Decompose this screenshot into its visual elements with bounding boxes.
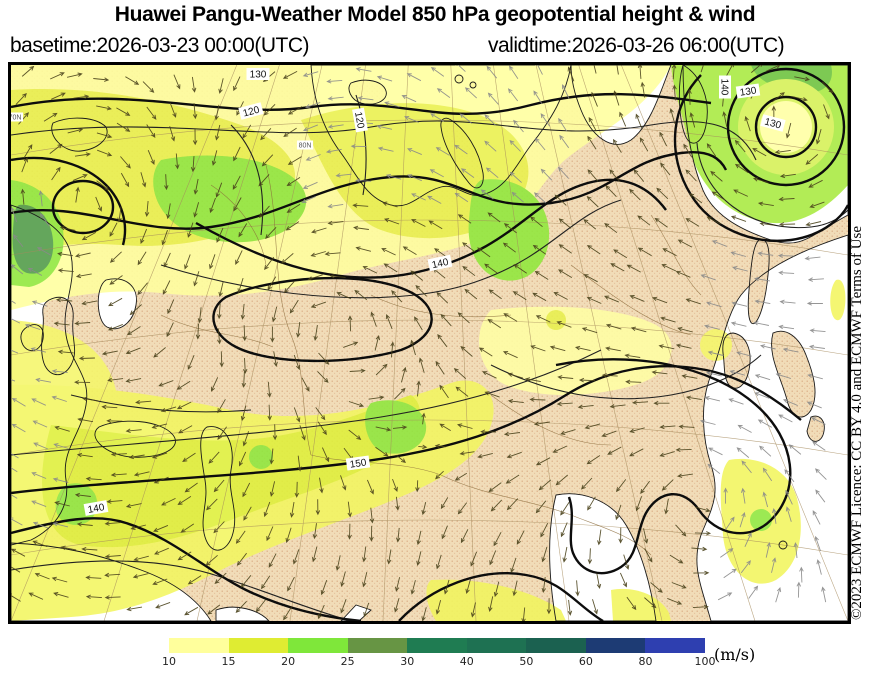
contour-label: 120 (352, 107, 368, 133)
colorbar-tick: 100 (694, 655, 716, 668)
copyright-notice: ©2023 ECMWF Licence: CC BY 4.0 and ECMWF… (849, 225, 865, 620)
contour-label-layer: 130 140 130 130 120 120 140 150 140 70N 80N (11, 68, 786, 516)
colorbar-segment (645, 638, 705, 653)
page-title: Huawei Pangu-Weather Model 850 hPa geopo… (114, 3, 756, 26)
colorbar-tick: 50 (519, 655, 534, 668)
basetime-label: basetime:2026-03-23 00:00(UTC) (10, 34, 310, 57)
colorbar-tick: 30 (400, 655, 415, 668)
svg-text:120: 120 (352, 111, 366, 130)
colorbar-segment (407, 638, 467, 653)
contour-label: 80N (296, 140, 314, 150)
colorbar-segment (347, 638, 408, 653)
graticule-lines (11, 65, 848, 621)
colorbar-segment (169, 638, 229, 653)
wind-speed-colorbar (169, 638, 705, 653)
weather-map: 130 140 130 130 120 120 140 150 140 70N 80N (8, 62, 851, 624)
svg-text:120: 120 (242, 104, 261, 119)
colorbar-segment (526, 638, 586, 653)
colorbar-segment (466, 638, 527, 653)
contour-label: 130 (735, 83, 761, 99)
colorbar-tick: 10 (162, 655, 176, 668)
svg-text:130: 130 (739, 85, 757, 98)
contour-label: 140 (427, 254, 453, 272)
colorbar-tick-labels: 10 15 20 25 30 40 50 60 80 100 (162, 655, 729, 669)
contour-lines-thin (11, 94, 848, 621)
wind-arrows (11, 65, 834, 621)
contour-label: 70N (11, 112, 24, 122)
colorbar-tick: 80 (638, 655, 653, 668)
colorbar-tick: 25 (340, 655, 355, 668)
svg-text:80N: 80N (299, 143, 312, 150)
svg-text:130: 130 (763, 117, 782, 132)
svg-text:140: 140 (431, 257, 450, 271)
svg-text:70N: 70N (11, 115, 21, 122)
contour-label: 130 (246, 68, 270, 81)
colorbar-segment (228, 638, 289, 653)
colorbar-unit-label: (m/s) (714, 645, 756, 664)
contour-label: 140 (83, 500, 109, 516)
contour-label: 150 (345, 455, 371, 471)
svg-text:140: 140 (87, 502, 106, 516)
weather-map-canvas: 130 140 130 130 120 120 140 150 140 70N 80N (11, 65, 848, 621)
contour-label: 130 (760, 114, 786, 132)
svg-text:140: 140 (718, 79, 729, 96)
colorbar-tick: 60 (578, 655, 593, 668)
colorbar-tick: 15 (221, 655, 236, 668)
svg-text:130: 130 (250, 70, 267, 81)
contour-label: 140 (718, 75, 731, 99)
colorbar-tick: 20 (281, 655, 296, 668)
colorbar-tick: 40 (459, 655, 474, 668)
svg-text:150: 150 (349, 457, 367, 470)
validtime-label: validtime:2026-03-26 06:00(UTC) (488, 34, 785, 57)
contour-label: 120 (238, 102, 264, 120)
colorbar-segment (585, 638, 646, 653)
colorbar-segment (288, 638, 348, 653)
